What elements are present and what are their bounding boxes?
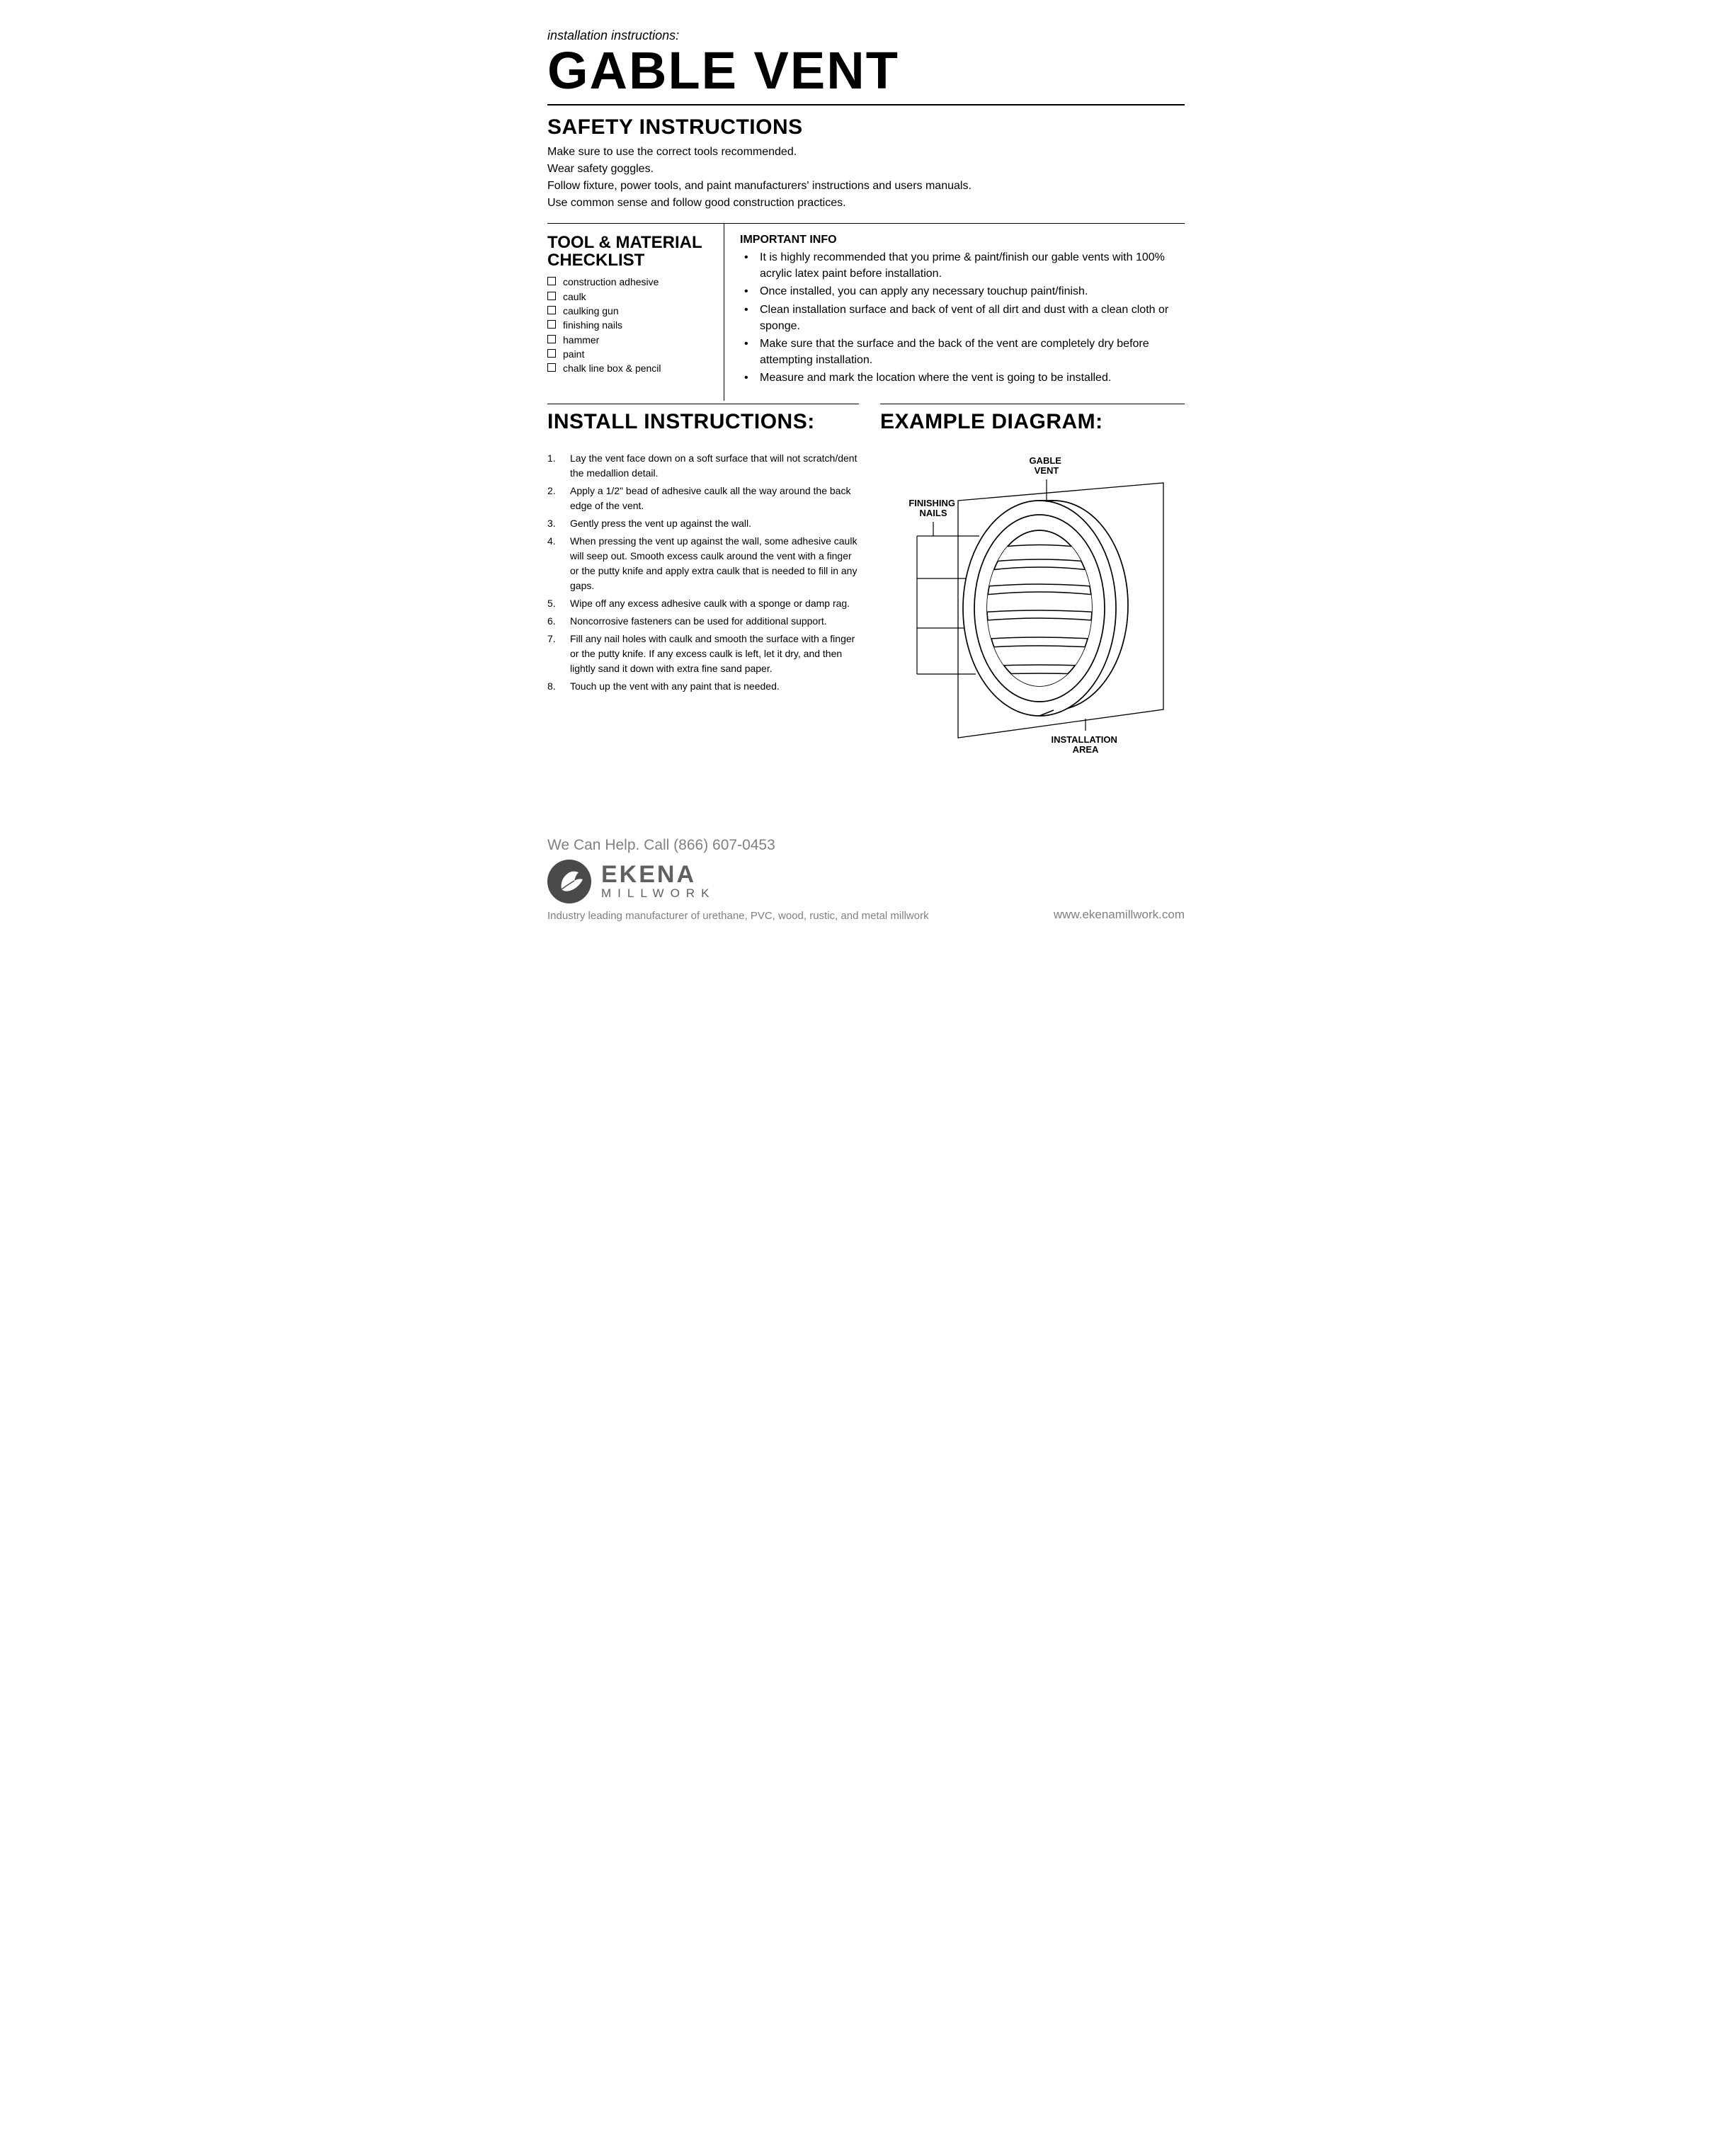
safety-line: Follow fixture, power tools, and paint m…: [547, 178, 1185, 195]
brand-sub: MILLWORK: [601, 886, 715, 901]
diagram-label-nails: FINISHING NAILS: [908, 498, 957, 518]
install-step: Touch up the vent with any paint that is…: [547, 679, 859, 694]
checklist: construction adhesive caulk caulking gun…: [547, 275, 717, 375]
diagram: GABLE VENT FINISHING NAILS INSTALLATION …: [880, 451, 1185, 759]
install-step: Apply a 1/2" bead of adhesive caulk all …: [547, 484, 859, 513]
brand-logo-icon: [547, 860, 591, 903]
diagram-louver: [979, 592, 1100, 612]
footer-bottom-row: Industry leading manufacturer of urethan…: [547, 908, 1185, 922]
footer-tagline: Industry leading manufacturer of urethan…: [547, 910, 929, 922]
install-step: Lay the vent face down on a soft surface…: [547, 451, 859, 481]
checklist-item: hammer: [547, 333, 717, 347]
safety-heading: SAFETY INSTRUCTIONS: [547, 115, 1185, 139]
footer-url: www.ekenamillwork.com: [1054, 908, 1185, 922]
diagram-label-area: INSTALLATION AREA: [1051, 734, 1119, 755]
important-item: Once installed, you can apply any necess…: [740, 283, 1185, 300]
checklist-item: caulking gun: [547, 304, 717, 318]
install-column: INSTALL INSTRUCTIONS: Lay the vent face …: [547, 404, 859, 759]
important-list: It is highly recommended that you prime …: [740, 249, 1185, 387]
brand-name: EKENA: [601, 862, 715, 886]
brand-text: EKENA MILLWORK: [601, 862, 715, 901]
checklist-item: caulk: [547, 290, 717, 304]
checklist-column: TOOL & MATERIAL CHECKLIST construction a…: [547, 224, 724, 401]
install-step: Gently press the vent up against the wal…: [547, 516, 859, 531]
install-step: Fill any nail holes with caulk and smoot…: [547, 632, 859, 676]
install-step: Noncorrosive fasteners can be used for a…: [547, 614, 859, 629]
checklist-item: construction adhesive: [547, 275, 717, 289]
main-title: GABLE VENT: [547, 45, 1185, 97]
safety-section: SAFETY INSTRUCTIONS Make sure to use the…: [547, 115, 1185, 212]
divider: [547, 104, 1185, 105]
important-item: Measure and mark the location where the …: [740, 370, 1185, 386]
diagram-label-vent: GABLE VENT: [1029, 455, 1064, 476]
install-step: When pressing the vent up against the wa…: [547, 534, 859, 593]
diagram-heading: EXAMPLE DIAGRAM:: [880, 410, 1185, 434]
important-item: It is highly recommended that you prime …: [740, 249, 1185, 282]
checklist-heading: TOOL & MATERIAL CHECKLIST: [547, 234, 717, 269]
diagram-column: EXAMPLE DIAGRAM:: [880, 404, 1185, 759]
checklist-heading-line: TOOL & MATERIAL: [547, 233, 702, 252]
diagram-head-row: EXAMPLE DIAGRAM:: [880, 404, 1185, 434]
header: installation instructions: GABLE VENT: [547, 28, 1185, 105]
important-item: Clean installation surface and back of v…: [740, 302, 1185, 334]
install-step: Wipe off any excess adhesive caulk with …: [547, 596, 859, 611]
footer: We Can Help. Call (866) 607-0453 EKENA M…: [547, 837, 1185, 922]
checklist-important-row: TOOL & MATERIAL CHECKLIST construction a…: [547, 223, 1185, 401]
install-diagram-row: INSTALL INSTRUCTIONS: Lay the vent face …: [547, 404, 1185, 759]
safety-line: Wear safety goggles.: [547, 161, 1185, 178]
install-head-row: INSTALL INSTRUCTIONS:: [547, 404, 859, 434]
safety-lines: Make sure to use the correct tools recom…: [547, 144, 1185, 212]
footer-help-text: We Can Help. Call (866) 607-0453: [547, 837, 1185, 854]
diagram-svg: GABLE VENT FINISHING NAILS INSTALLATION …: [880, 451, 1185, 755]
important-column: IMPORTANT INFO It is highly recommended …: [724, 224, 1185, 401]
important-item: Make sure that the surface and the back …: [740, 336, 1185, 368]
install-steps: Lay the vent face down on a soft surface…: [547, 451, 859, 694]
diagram-louver: [979, 618, 1100, 639]
checklist-heading-line: CHECKLIST: [547, 251, 644, 270]
important-heading: IMPORTANT INFO: [740, 234, 1185, 246]
safety-line: Make sure to use the correct tools recom…: [547, 144, 1185, 161]
checklist-item: paint: [547, 347, 717, 361]
checklist-item: chalk line box & pencil: [547, 361, 717, 375]
checklist-item: finishing nails: [547, 318, 717, 332]
diagram-louver: [979, 567, 1100, 587]
footer-brand-row: EKENA MILLWORK: [547, 860, 1185, 903]
install-heading: INSTALL INSTRUCTIONS:: [547, 410, 859, 434]
safety-line: Use common sense and follow good constru…: [547, 195, 1185, 212]
